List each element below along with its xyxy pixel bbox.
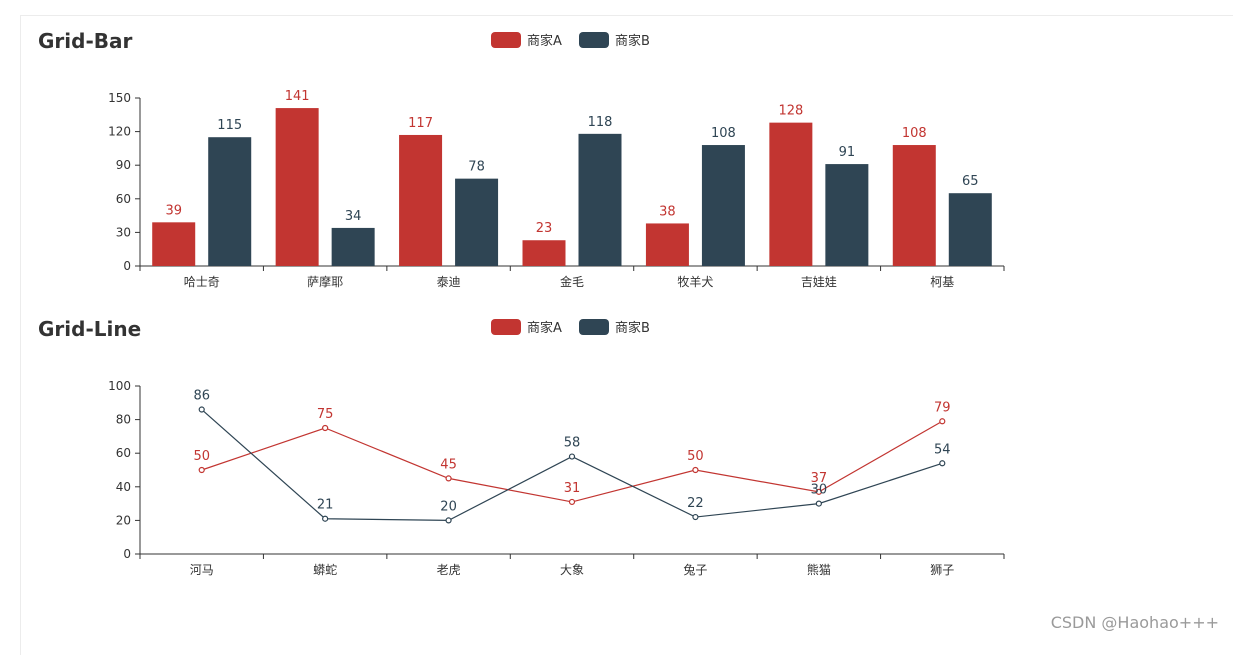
chart-2-legend-swatch-2[interactable] xyxy=(579,319,609,335)
chart-2-y-tick-label: 80 xyxy=(116,413,131,427)
chart-2-legend-label-1[interactable]: 商家A xyxy=(527,320,562,336)
chart-1-x-tick-label: 金毛 xyxy=(560,274,584,289)
chart-1-bar-series-2[interactable] xyxy=(825,164,869,266)
chart-2-point-series-2[interactable] xyxy=(322,515,329,522)
chart-2-point-series-1[interactable] xyxy=(445,475,452,482)
chart-2-point-series-1[interactable] xyxy=(692,466,699,474)
chart-canvas: Grid-Bar 商家A 商家B 0 30 60 90 120 150 哈士奇 萨摩耶 泰迪 金毛 牧羊犬… xyxy=(38,29,1005,577)
chart-2-point-label-series-2: 58 xyxy=(564,436,581,451)
chart-frame xyxy=(20,15,1233,655)
chart-2-y-tick-label: 40 xyxy=(116,480,131,494)
chart-1-y-tick-label: 150 xyxy=(108,91,131,105)
chart-2-x-tick-label: 兔子 xyxy=(683,562,707,577)
chart-2-point-label-series-2: 86 xyxy=(193,389,210,404)
chart-2-point-label-series-2: 20 xyxy=(440,499,457,514)
chart-2-point-series-1[interactable] xyxy=(815,488,822,495)
chart-2-point-series-2[interactable] xyxy=(692,513,699,521)
chart-1-y-tick-label: 0 xyxy=(123,259,131,273)
chart-1-bar-series-1[interactable] xyxy=(645,223,689,266)
chart-2-point-series-2[interactable] xyxy=(445,517,452,524)
chart-1-bar-label-series-1: 141 xyxy=(285,89,310,104)
chart-1-bar-series-1[interactable] xyxy=(399,134,443,266)
chart-1-bar-label-series-1: 38 xyxy=(659,204,676,219)
chart-1-bar-series-2[interactable] xyxy=(331,227,375,266)
chart-2-point-label-series-1: 50 xyxy=(193,449,210,464)
chart-2-point-series-2[interactable] xyxy=(198,406,205,413)
chart-1-bar-series-1[interactable] xyxy=(275,108,319,266)
chart-1-x-tick-label: 泰迪 xyxy=(437,275,461,289)
chart-2-x-tick-label: 老虎 xyxy=(437,563,461,577)
chart-1-bar-label-series-2: 115 xyxy=(217,118,242,133)
chart-1-bar-label-series-2: 34 xyxy=(345,209,362,224)
chart-2-point-label-series-2: 30 xyxy=(811,483,828,498)
chart-1-bar-series-1[interactable] xyxy=(152,222,196,266)
chart-1-x-tick-label: 吉娃娃 xyxy=(801,275,837,289)
chart-1-y-tick-label: 60 xyxy=(116,192,131,206)
chart-1-x-tick-label: 牧羊犬 xyxy=(677,274,713,289)
chart-1-bar-label-series-1: 128 xyxy=(778,104,803,119)
chart-2-point-series-2[interactable] xyxy=(815,500,822,507)
chart-1-bar-series-2[interactable] xyxy=(455,178,499,266)
chart-2-point-series-1[interactable] xyxy=(939,418,946,425)
chart-1-y-tick-label: 30 xyxy=(116,225,131,239)
chart-2-x-tick-label: 狮子 xyxy=(930,563,954,577)
chart-1-legend-label-1[interactable]: 商家A xyxy=(527,33,562,49)
chart-1-bar-label-series-2: 118 xyxy=(588,115,613,130)
chart-1-bar-label-series-2: 108 xyxy=(711,126,736,141)
chart-2-point-series-2[interactable] xyxy=(939,460,946,467)
chart-1-bar-label-series-2: 65 xyxy=(962,174,979,189)
chart-1-bar-label-series-1: 23 xyxy=(536,221,553,236)
chart-2-title: Grid-Line xyxy=(38,317,141,341)
chart-2-x-tick-label: 大象 xyxy=(560,563,584,577)
chart-2-x-tick-label: 熊猫 xyxy=(807,562,831,577)
chart-2-point-series-1[interactable] xyxy=(568,498,576,506)
chart-1-bar-series-2[interactable] xyxy=(948,193,992,266)
chart-1-title: Grid-Bar xyxy=(38,29,132,53)
chart-2-y-tick-label: 0 xyxy=(123,547,131,561)
chart-2-point-label-series-2: 22 xyxy=(687,496,704,511)
chart-1-y-tick-label: 90 xyxy=(116,158,131,172)
chart-2-point-label-series-2: 54 xyxy=(934,442,951,457)
chart-2-point-series-2[interactable] xyxy=(568,453,576,460)
chart-2-y-tick-label: 60 xyxy=(116,446,131,460)
watermark: CSDN @Haohao+++ xyxy=(1050,613,1219,632)
chart-1-bar-series-1[interactable] xyxy=(769,122,813,266)
chart-2-point-label-series-1: 50 xyxy=(687,449,704,464)
chart-2-y-tick-label: 100 xyxy=(108,379,131,393)
chart-1-bar-label-series-2: 78 xyxy=(468,160,485,175)
chart-1-x-tick-label: 萨摩耶 xyxy=(307,274,343,289)
chart-2-y-tick-label: 20 xyxy=(116,513,131,527)
chart-1-legend-label-2[interactable]: 商家B xyxy=(615,33,650,49)
chart-1-bar-label-series-1: 108 xyxy=(902,126,927,141)
chart-2-x-tick-label: 河马 xyxy=(190,563,214,577)
chart-1-bar-series-2[interactable] xyxy=(578,133,622,266)
chart-2-x-tick-label: 蟒蛇 xyxy=(313,562,337,577)
chart-2-point-series-1[interactable] xyxy=(198,466,205,474)
chart-1-bar-series-2[interactable] xyxy=(208,137,252,266)
chart-1-bar-series-1[interactable] xyxy=(892,145,936,266)
chart-1-legend-swatch-2[interactable] xyxy=(579,32,609,48)
chart-2-point-label-series-1: 45 xyxy=(440,457,457,472)
chart-2-point-label-series-1: 79 xyxy=(934,400,951,415)
chart-1-bar-series-1[interactable] xyxy=(522,240,566,266)
chart-1-bar-series-2[interactable] xyxy=(701,145,745,266)
chart-2-point-label-series-1: 31 xyxy=(564,481,581,496)
chart-2-legend-label-2[interactable]: 商家B xyxy=(615,320,650,336)
chart-2-legend-swatch-1[interactable] xyxy=(491,319,521,335)
chart-1-y-tick-label: 120 xyxy=(108,125,131,139)
chart-2-point-label-series-1: 75 xyxy=(317,407,334,422)
chart-2-point-label-series-2: 21 xyxy=(317,498,334,513)
chart-1-bar-label-series-1: 39 xyxy=(165,203,182,218)
chart-1-bar-label-series-1: 117 xyxy=(408,116,433,131)
chart-2-point-label-series-1: 37 xyxy=(811,471,828,486)
chart-1-bar-label-series-2: 91 xyxy=(839,145,856,160)
chart-1-legend-swatch-1[interactable] xyxy=(491,32,521,48)
chart-1-x-tick-label: 柯基 xyxy=(930,275,954,289)
chart-2-point-series-1[interactable] xyxy=(322,424,329,432)
chart-1-x-tick-label: 哈士奇 xyxy=(184,275,220,289)
